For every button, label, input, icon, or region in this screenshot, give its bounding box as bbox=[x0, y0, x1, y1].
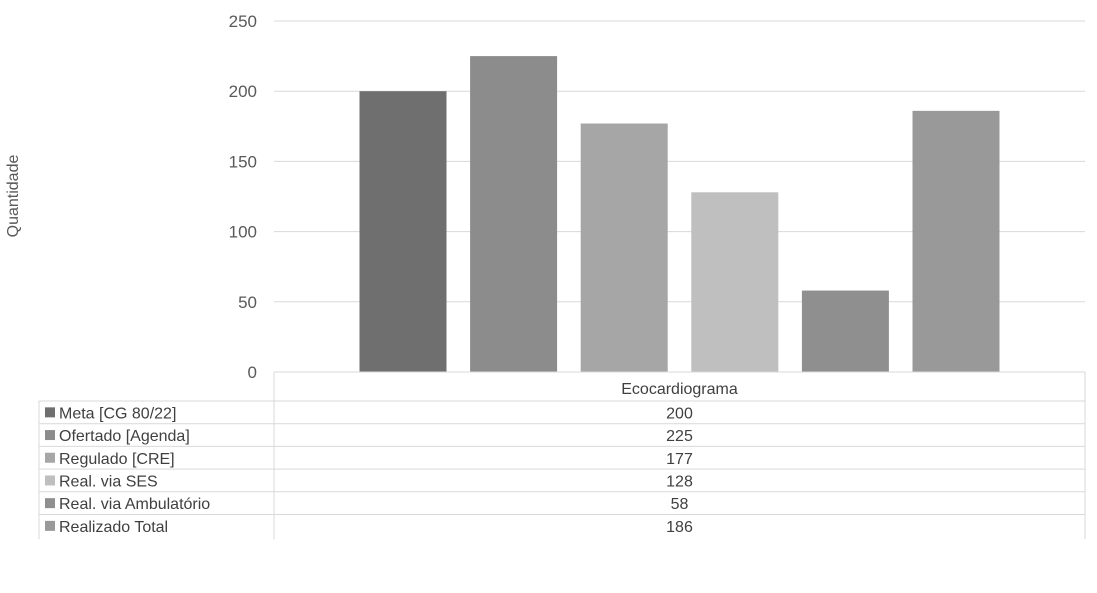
legend-key bbox=[45, 498, 55, 509]
y-tick-label: 150 bbox=[229, 152, 257, 171]
series-name: Regulado [CRE] bbox=[59, 451, 175, 468]
y-tick-label: 250 bbox=[229, 12, 257, 31]
series-name: Realizado Total bbox=[59, 519, 168, 536]
y-tick-label: 0 bbox=[248, 363, 257, 382]
y-axis-label: Quantidade bbox=[5, 155, 22, 238]
y-tick-label: 50 bbox=[238, 293, 257, 312]
y-tick-label: 100 bbox=[229, 223, 257, 242]
series-name: Real. via Ambulatório bbox=[59, 496, 210, 513]
series-name: Real. via SES bbox=[59, 473, 158, 490]
bar bbox=[691, 192, 779, 372]
data-value: 225 bbox=[666, 428, 693, 445]
bar bbox=[801, 290, 889, 372]
data-table: Ecocardiograma Meta [CG 80/22] 200 Ofertado… bbox=[38, 371, 1086, 540]
data-value: 128 bbox=[666, 473, 693, 490]
legend-key bbox=[45, 520, 55, 531]
category-label: Ecocardiograma bbox=[621, 381, 738, 398]
data-value: 58 bbox=[671, 496, 689, 513]
bar bbox=[470, 56, 558, 372]
legend-key bbox=[45, 452, 55, 463]
y-tick-label: 200 bbox=[229, 82, 257, 101]
legend-key bbox=[45, 407, 55, 418]
bar bbox=[912, 110, 1000, 372]
data-value: 177 bbox=[666, 451, 693, 468]
series-name: Ofertado [Agenda] bbox=[59, 428, 190, 445]
bars bbox=[359, 56, 1000, 372]
y-axis-ticks: 0 50 100 150 200 250 bbox=[229, 12, 257, 382]
data-value: 186 bbox=[666, 519, 693, 536]
legend-key bbox=[45, 475, 55, 486]
legend-key bbox=[45, 430, 55, 441]
bar bbox=[580, 123, 668, 372]
series-name: Meta [CG 80/22] bbox=[59, 405, 176, 422]
data-value: 200 bbox=[666, 405, 693, 422]
bar bbox=[359, 91, 447, 372]
